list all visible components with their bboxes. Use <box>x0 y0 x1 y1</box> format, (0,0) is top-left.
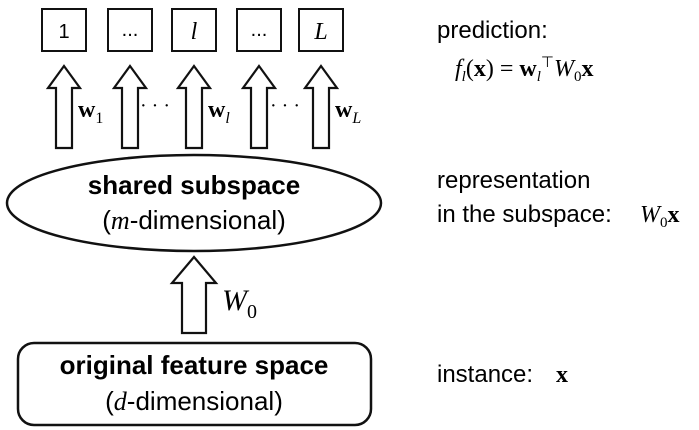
w0-label: W0 <box>222 284 257 323</box>
shared-subspace-ellipse <box>5 153 383 253</box>
representation-label-line1: representation <box>437 167 590 194</box>
original-space-box <box>16 341 373 427</box>
weight-label-1: w1 <box>78 97 103 127</box>
prediction-label: prediction: <box>437 17 548 44</box>
up-arrow-3 <box>175 64 213 150</box>
representation-label-line2: in the subspace: <box>437 201 612 228</box>
representation-formula: W0x <box>640 202 680 231</box>
output-box-1-label: 1 <box>58 21 69 43</box>
weight-labels: w1 · · · wl · · · wL <box>78 95 361 127</box>
output-box-1 <box>41 8 87 52</box>
output-box-dots-2 <box>236 8 282 52</box>
output-box-L <box>298 8 344 52</box>
shared-subspace-subtitle: (m-dimensional) <box>102 205 286 235</box>
output-boxes: 1 ... l ... L <box>41 8 344 52</box>
output-box-dots-2-label: ... <box>251 19 268 41</box>
up-arrow-1 <box>45 64 83 150</box>
output-box-dots-1 <box>107 8 153 52</box>
original-space-subtitle: (d-dimensional) <box>105 386 283 416</box>
original-space-title: original feature space <box>60 350 329 380</box>
weight-dots-2: · · · <box>270 95 300 117</box>
prediction-formula: fl(x) = wl⊤W0x <box>455 55 593 85</box>
w0-arrow <box>169 255 219 335</box>
weight-dots-1: · · · <box>140 95 170 117</box>
instance-label: instance: <box>437 361 533 388</box>
instance-formula: x <box>556 362 568 388</box>
weight-label-L: wL <box>335 97 361 127</box>
output-box-l <box>171 8 217 52</box>
up-arrow-2 <box>111 64 149 150</box>
up-arrow-5 <box>302 64 340 150</box>
up-arrow-4 <box>240 64 278 150</box>
weight-arrows <box>45 64 340 150</box>
shared-subspace-title: shared subspace <box>88 170 300 200</box>
weight-label-l: wl <box>208 97 230 127</box>
output-box-l-label: l <box>191 19 198 45</box>
output-box-L-label: L <box>313 19 327 45</box>
output-box-dots-1-label: ... <box>122 19 139 41</box>
